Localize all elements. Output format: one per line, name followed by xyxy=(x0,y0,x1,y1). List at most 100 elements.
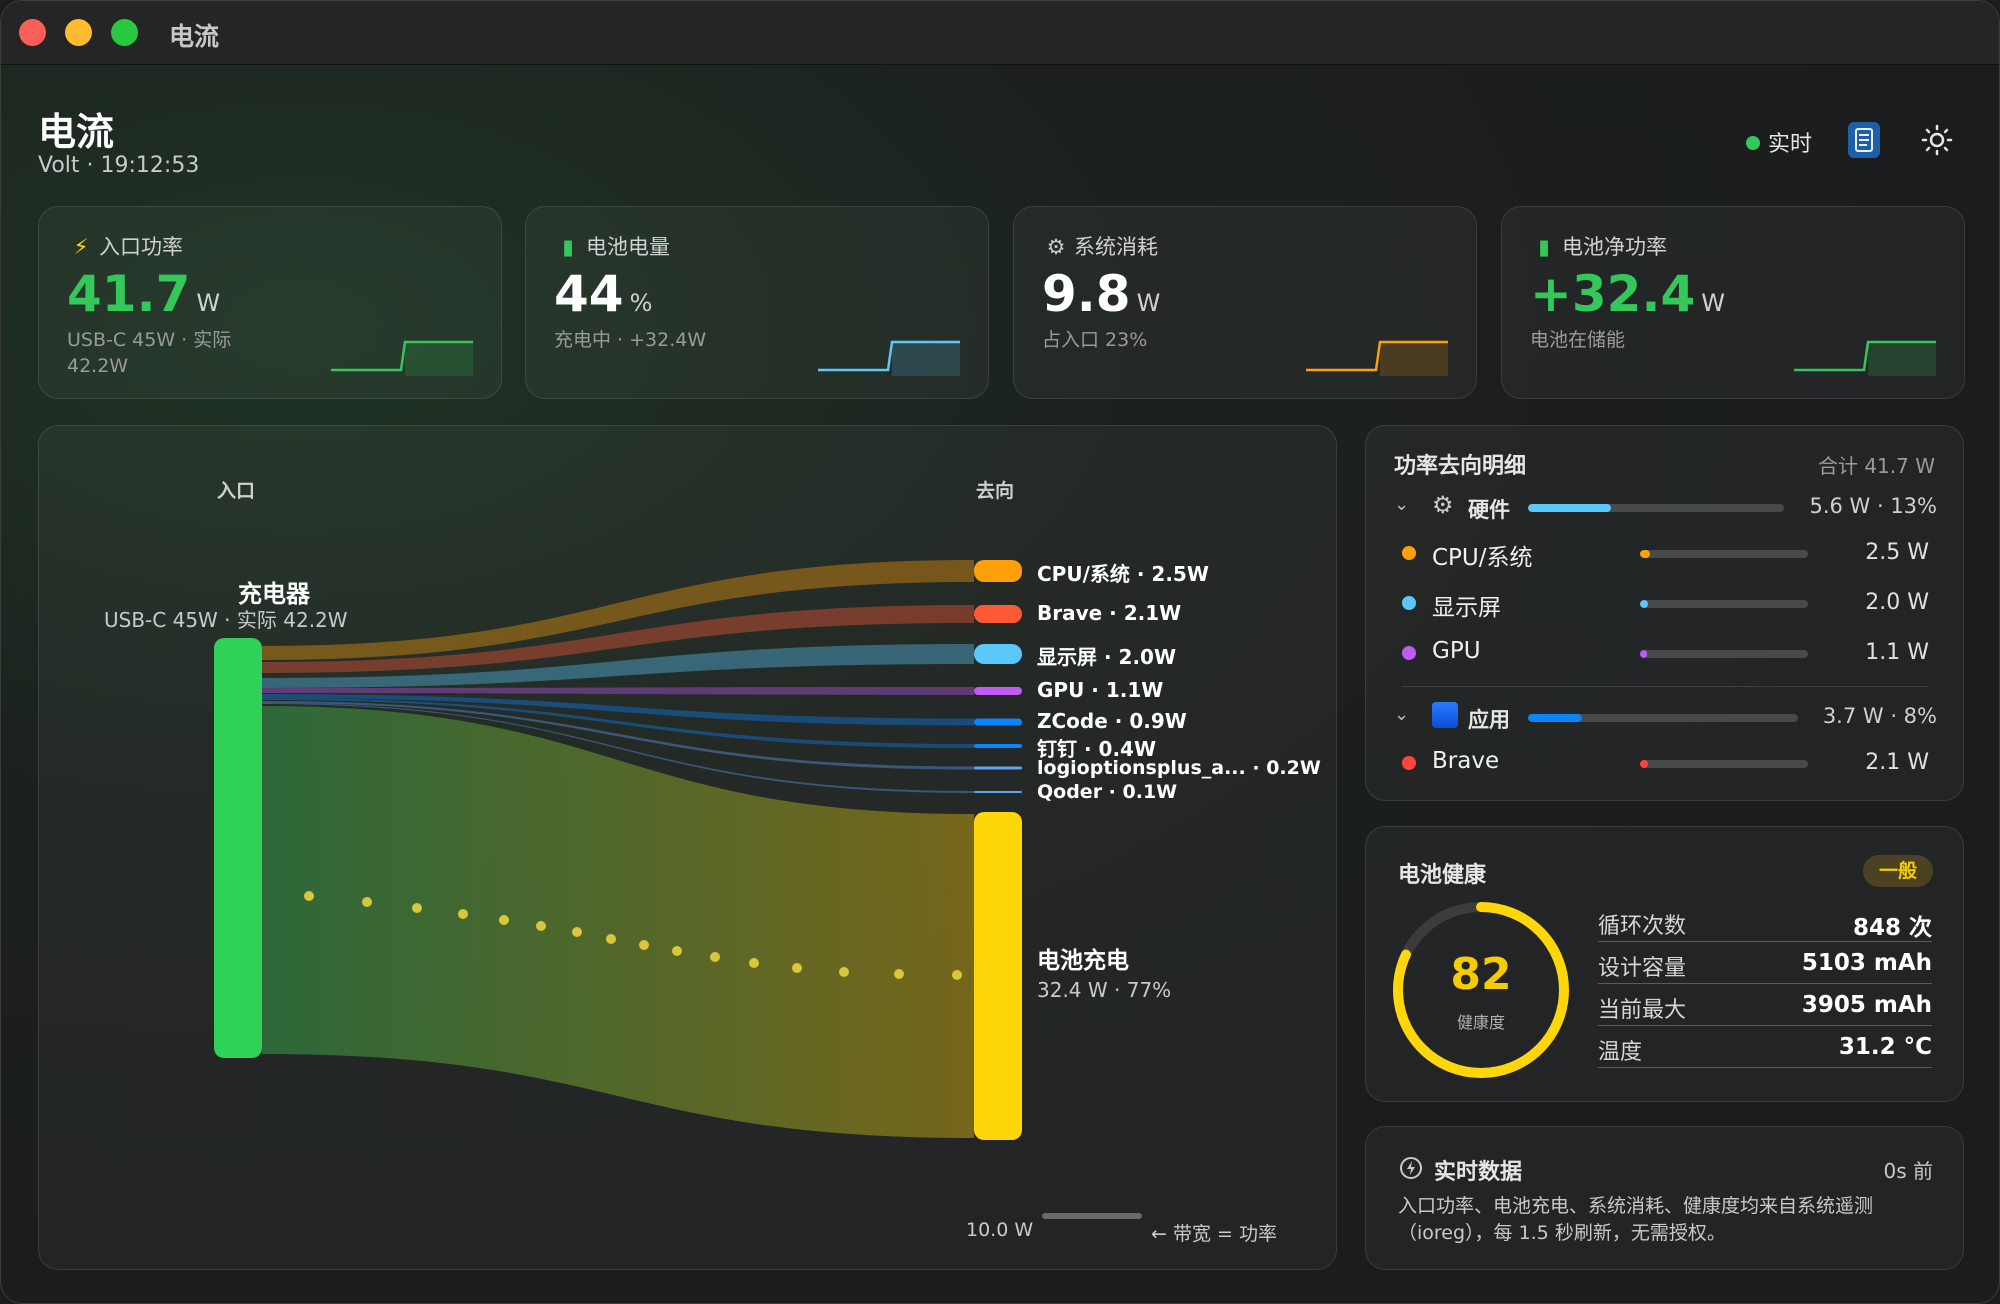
target-node[interactable] xyxy=(974,791,1022,793)
source-title: 充电器 xyxy=(238,580,310,608)
battery-health-card: 电池健康 一般 82 健康度 循环次数 848 次设计容量 5103 mAh 当前最大… xyxy=(1365,826,1964,1102)
group-bar-fill xyxy=(1528,714,1582,722)
group-divider xyxy=(1402,686,1929,687)
flow-particle xyxy=(499,915,509,925)
breakdown-group-apps[interactable]: ⌄ 应用 3.7 W · 8% xyxy=(1366,698,1965,738)
sparkline-line xyxy=(818,340,960,372)
chevron-down-icon[interactable]: ⌄ xyxy=(1394,704,1410,725)
sparkline-line xyxy=(1306,340,1448,372)
flow-particle xyxy=(458,909,468,919)
flow-particle xyxy=(639,940,649,950)
group-label: 硬件 xyxy=(1468,498,1510,522)
target-label: Qoder · 0.1W xyxy=(1037,781,1178,803)
breakdown-item[interactable]: Brave 2.1 W xyxy=(1366,744,1965,784)
item-bar xyxy=(1640,600,1808,608)
kpi-label-text: 入口功率 xyxy=(99,235,183,259)
target-node[interactable] xyxy=(974,644,1022,664)
title-bar: 电流 xyxy=(1,1,1999,65)
notebook-button[interactable] xyxy=(1846,120,1882,160)
health-row: 温度 31.2 °C xyxy=(1598,1028,1932,1068)
item-label: Brave xyxy=(1432,748,1500,774)
kpi-label: ▮ 电池电量 xyxy=(556,231,670,261)
item-value: 2.5 W xyxy=(1865,540,1929,565)
group-label: 应用 xyxy=(1468,708,1510,732)
item-label: CPU/系统 xyxy=(1432,545,1533,571)
item-bar-fill xyxy=(1640,600,1649,608)
health-row-key: 设计容量 xyxy=(1598,956,1687,981)
minimize-window-button[interactable] xyxy=(65,19,92,46)
flow-particle xyxy=(362,897,372,907)
kpi-label: ▮ 电池净功率 xyxy=(1532,231,1667,261)
target-label: 显示屏 · 2.0W xyxy=(1037,645,1177,669)
item-bar xyxy=(1640,550,1808,558)
health-row-key: 当前最大 xyxy=(1598,998,1687,1023)
live-indicator[interactable]: 实时 xyxy=(1746,126,1812,158)
kpi-label-text: 电池净功率 xyxy=(1562,235,1667,259)
health-row: 循环次数 848 次 xyxy=(1598,902,1932,942)
flow-particle xyxy=(792,963,802,973)
kpi-sparkline xyxy=(818,340,960,376)
breakdown-item[interactable]: GPU 1.1 W xyxy=(1366,634,1965,674)
chevron-down-icon[interactable]: ⌄ xyxy=(1394,494,1410,515)
source-subtitle: USB-C 45W · 实际 42.2W xyxy=(104,608,348,632)
item-color-dot xyxy=(1402,546,1416,560)
target-node[interactable] xyxy=(974,687,1022,695)
kpi-subtitle: 充电中 · +32.4W xyxy=(554,329,707,351)
kpi-label-text: 系统消耗 xyxy=(1074,235,1158,259)
kpi-value-number: +32.4 xyxy=(1530,265,1696,323)
flow-band xyxy=(262,703,974,793)
target-node[interactable] xyxy=(974,718,1022,726)
target-node[interactable] xyxy=(974,605,1022,623)
battery-target-node[interactable] xyxy=(974,812,1022,1140)
target-node[interactable] xyxy=(974,560,1022,582)
flow-particle xyxy=(894,969,904,979)
breakdown-item[interactable]: 显示屏 2.0 W xyxy=(1366,584,1965,624)
gear-icon: ⚙ xyxy=(1432,491,1454,519)
notebook-icon xyxy=(1848,122,1880,158)
flow-particle xyxy=(672,946,682,956)
target-node[interactable] xyxy=(974,744,1022,748)
flow-particle xyxy=(572,927,582,937)
flow-particle xyxy=(710,952,720,962)
breakdown-item[interactable]: CPU/系统 2.5 W xyxy=(1366,534,1965,574)
kpi-value-number: 44 xyxy=(554,265,624,323)
flow-particle xyxy=(304,891,314,901)
group-bar xyxy=(1528,504,1784,512)
item-bar xyxy=(1640,760,1808,768)
kpi-value: 41.7 W xyxy=(67,265,220,323)
breakdown-group-hardware[interactable]: ⌄ ⚙ 硬件 5.6 W · 13% xyxy=(1366,488,1965,528)
target-label: ZCode · 0.9W xyxy=(1037,709,1187,733)
kpi-value-number: 41.7 xyxy=(67,265,191,323)
theme-toggle-button[interactable] xyxy=(1919,120,1955,160)
close-window-button[interactable] xyxy=(19,19,46,46)
kpi-value-number: 9.8 xyxy=(1042,265,1131,323)
source-node[interactable] xyxy=(214,638,262,1058)
battery-icon: ▮ xyxy=(1538,235,1550,259)
kpi-card: ▮ 电池电量 44% 充电中 · +32.4W xyxy=(525,206,989,399)
kpi-card: ⚡ 入口功率 41.7 W USB-C 45W · 实际 42.2W xyxy=(38,206,502,399)
battery-flow-band xyxy=(262,706,974,1138)
item-label: GPU xyxy=(1432,638,1481,664)
sparkline-area xyxy=(1868,342,1936,376)
zoom-window-button[interactable] xyxy=(111,19,138,46)
app-icon xyxy=(1432,702,1458,728)
item-color-dot xyxy=(1402,596,1416,610)
live-data-title: 实时数据 xyxy=(1434,1160,1523,1185)
kpi-value: 9.8 W xyxy=(1042,265,1160,323)
sparkline-line xyxy=(331,340,473,372)
health-row: 设计容量 5103 mAh xyxy=(1598,944,1932,984)
sun-icon xyxy=(1921,124,1953,156)
target-node[interactable] xyxy=(974,766,1022,770)
power-flow-card: 入口 去向 充电器 USB-C 45W · 实际 42.2W CPU/系统 · … xyxy=(38,425,1337,1270)
kpi-subtitle: 电池在储能 xyxy=(1530,329,1626,351)
health-title: 电池健康 xyxy=(1398,863,1487,888)
health-status-badge: 一般 xyxy=(1862,855,1933,887)
health-ring xyxy=(1393,902,1569,1078)
group-bar xyxy=(1528,714,1798,722)
live-dot-icon xyxy=(1746,136,1760,150)
kpi-label: ⚡ 入口功率 xyxy=(69,231,183,261)
kpi-subtitle: USB-C 45W · 实际 42.2W xyxy=(67,329,232,377)
health-row: 当前最大 3905 mAh xyxy=(1598,986,1932,1026)
health-row-key: 循环次数 xyxy=(1598,914,1687,939)
